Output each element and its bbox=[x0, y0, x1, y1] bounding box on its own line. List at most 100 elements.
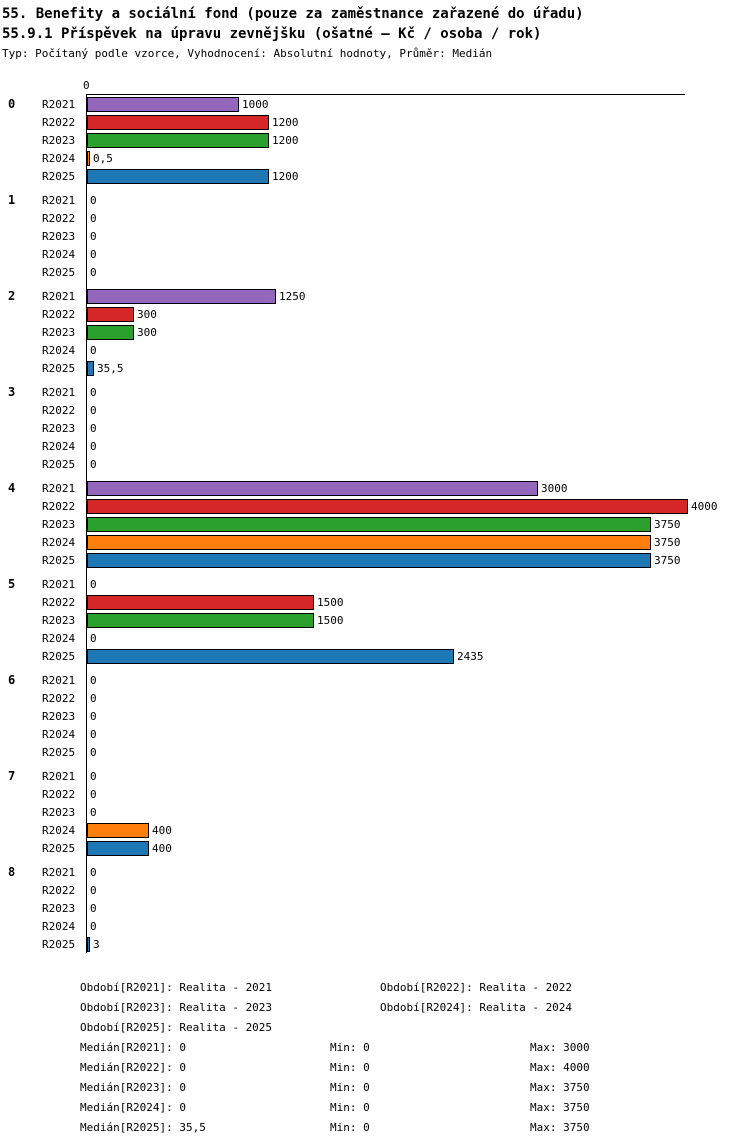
series-label: R2021 bbox=[42, 289, 76, 303]
value-label: 1200 bbox=[272, 115, 299, 129]
value-label: 0 bbox=[90, 805, 97, 819]
bar-area: 0 bbox=[86, 803, 750, 821]
value-label: 0 bbox=[90, 769, 97, 783]
bar-area: 35,5 bbox=[86, 359, 750, 377]
bar-area: 3 bbox=[86, 935, 750, 953]
chart-row: R2025 0 bbox=[0, 263, 750, 281]
group-label: 3 bbox=[8, 385, 16, 399]
chart-row: R2024 3750 bbox=[0, 533, 750, 551]
value-label: 400 bbox=[152, 823, 172, 837]
chart-row: R2025 0 bbox=[0, 743, 750, 761]
chart-row: R2025 1200 bbox=[0, 167, 750, 185]
value-label: 0 bbox=[90, 247, 97, 261]
value-label: 0 bbox=[90, 577, 97, 591]
series-label: R2025 bbox=[42, 169, 76, 183]
bar bbox=[87, 516, 651, 532]
bar-area: 0 bbox=[86, 341, 750, 359]
series-label: R2021 bbox=[42, 673, 76, 687]
series-label: R2021 bbox=[42, 577, 76, 591]
stats-row: Medián[R2022]: 0 Min: 0 Max: 4000 bbox=[80, 1057, 750, 1077]
series-label: R2024 bbox=[42, 631, 76, 645]
series-label: R2025 bbox=[42, 649, 76, 663]
chart-group: 1 R2021 0 R2022 0 R2023 0 R2024 0 R2025 0 bbox=[0, 191, 750, 281]
bar bbox=[87, 612, 314, 628]
value-label: 4000 bbox=[691, 499, 718, 513]
bar bbox=[87, 324, 134, 340]
series-label: R2023 bbox=[42, 517, 76, 531]
bar-area: 1500 bbox=[86, 593, 750, 611]
period-label: Období[R2022]: Realita - 2022 bbox=[380, 980, 573, 994]
bar-area: 0 bbox=[86, 575, 750, 593]
chart-row: 1 R2021 0 bbox=[0, 191, 750, 209]
axis-top-line bbox=[86, 94, 685, 95]
max-label: Max: 4000 bbox=[530, 1060, 590, 1074]
period-label: Období[R2025]: Realita - 2025 bbox=[80, 1020, 273, 1034]
chart-group: 4 R2021 3000 R2022 4000 R2023 3750 R2024 3750 R20… bbox=[0, 479, 750, 569]
value-label: 2435 bbox=[457, 649, 484, 663]
median-label: Medián[R2022]: 0 bbox=[80, 1060, 186, 1074]
series-label: R2022 bbox=[42, 691, 76, 705]
value-label: 0 bbox=[90, 631, 97, 645]
chart-row: R2025 400 bbox=[0, 839, 750, 857]
value-label: 0 bbox=[90, 211, 97, 225]
chart-row: R2022 300 bbox=[0, 305, 750, 323]
series-label: R2024 bbox=[42, 823, 76, 837]
chart-row: R2022 0 bbox=[0, 689, 750, 707]
page-title: 55. Benefity a sociální fond (pouze za z… bbox=[2, 6, 584, 22]
value-label: 1500 bbox=[317, 613, 344, 627]
chart-row: 8 R2021 0 bbox=[0, 863, 750, 881]
bar-area: 1250 bbox=[86, 287, 750, 305]
bar-area: 400 bbox=[86, 821, 750, 839]
series-label: R2025 bbox=[42, 457, 76, 471]
bar bbox=[87, 822, 149, 838]
series-label: R2021 bbox=[42, 865, 76, 879]
chart-groups: 0 R2021 1000 R2022 1200 R2023 1200 R2024 0,5 R202… bbox=[0, 79, 750, 953]
bar-area: 0 bbox=[86, 245, 750, 263]
bar-area: 0 bbox=[86, 725, 750, 743]
value-label: 1250 bbox=[279, 289, 306, 303]
bar-area: 400 bbox=[86, 839, 750, 857]
chart-row: R2024 400 bbox=[0, 821, 750, 839]
chart-row: R2025 3750 bbox=[0, 551, 750, 569]
bar-area: 0 bbox=[86, 785, 750, 803]
value-label: 0 bbox=[90, 787, 97, 801]
value-label: 0 bbox=[90, 709, 97, 723]
value-label: 0 bbox=[90, 865, 97, 879]
bar-area: 1200 bbox=[86, 167, 750, 185]
chart-group: 5 R2021 0 R2022 1500 R2023 1500 R2024 0 R2025 2435 bbox=[0, 575, 750, 665]
bar-area: 0 bbox=[86, 419, 750, 437]
bar-area: 0 bbox=[86, 263, 750, 281]
bar bbox=[87, 480, 538, 496]
bar-area: 0 bbox=[86, 863, 750, 881]
chart-row: 7 R2021 0 bbox=[0, 767, 750, 785]
max-label: Max: 3000 bbox=[530, 1040, 590, 1054]
bar-area: 0 bbox=[86, 767, 750, 785]
stats-row: Medián[R2021]: 0 Min: 0 Max: 3000 bbox=[80, 1037, 750, 1057]
value-label: 0 bbox=[90, 439, 97, 453]
value-label: 0 bbox=[90, 229, 97, 243]
series-label: R2023 bbox=[42, 133, 76, 147]
value-label: 35,5 bbox=[97, 361, 124, 375]
series-label: R2021 bbox=[42, 769, 76, 783]
period-label: Období[R2021]: Realita - 2021 bbox=[80, 980, 273, 994]
value-label: 3750 bbox=[654, 535, 681, 549]
value-label: 400 bbox=[152, 841, 172, 855]
chart-row: R2022 1200 bbox=[0, 113, 750, 131]
series-label: R2022 bbox=[42, 307, 76, 321]
value-label: 0 bbox=[90, 691, 97, 705]
max-label: Max: 3750 bbox=[530, 1080, 590, 1094]
value-label: 3750 bbox=[654, 553, 681, 567]
group-label: 0 bbox=[8, 97, 16, 111]
min-label: Min: 0 bbox=[330, 1080, 370, 1094]
chart-row: R2023 300 bbox=[0, 323, 750, 341]
min-label: Min: 0 bbox=[330, 1040, 370, 1054]
bar-area: 0 bbox=[86, 881, 750, 899]
group-label: 2 bbox=[8, 289, 16, 303]
value-label: 0 bbox=[90, 745, 97, 759]
group-label: 8 bbox=[8, 865, 16, 879]
chart-row: R2025 0 bbox=[0, 455, 750, 473]
chart-row: R2023 1200 bbox=[0, 131, 750, 149]
axis-zero-label: 0 bbox=[83, 79, 90, 92]
min-label: Min: 0 bbox=[330, 1100, 370, 1114]
group-label: 6 bbox=[8, 673, 16, 687]
